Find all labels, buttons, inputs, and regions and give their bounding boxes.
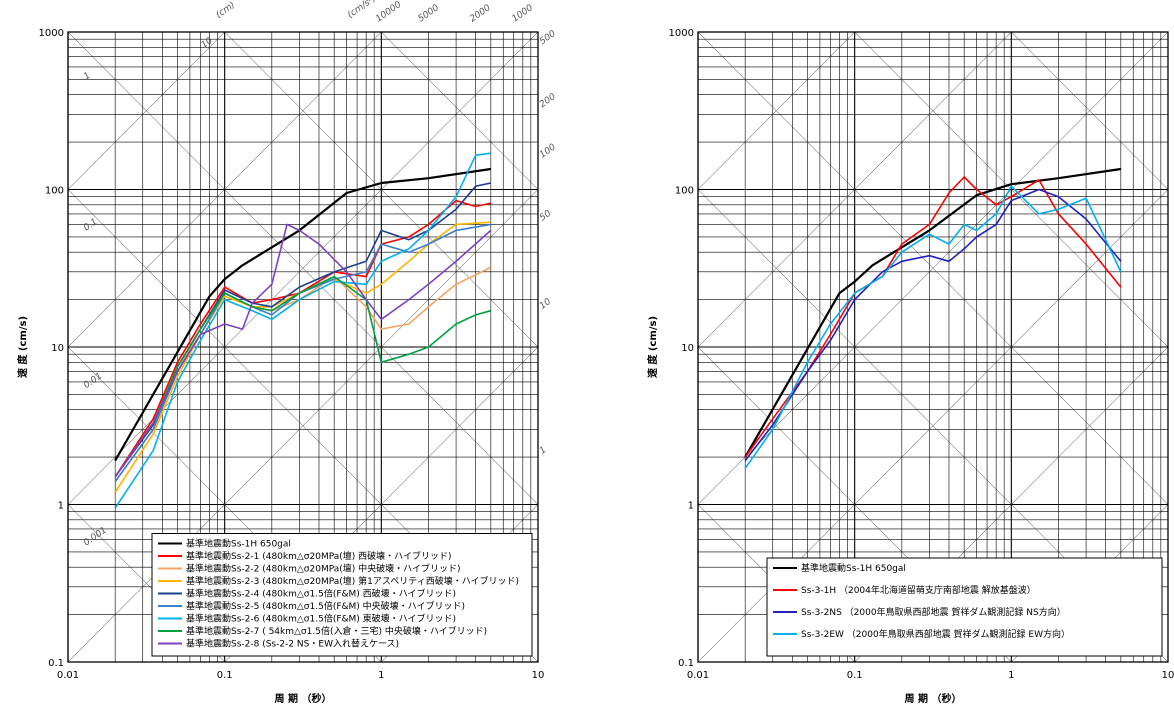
legend-label: 基準地震動Ss-2-8 (Ss-2-2 NS・EW入れ替えケース) [186, 638, 399, 650]
accel-diagonal [854, 31, 1169, 348]
x-axis-title: 周 期 （秒） [275, 692, 332, 705]
plot-frame [697, 31, 1169, 663]
legend-label: 基準地震動Ss-1H 650gal [186, 538, 291, 550]
series-line [744, 185, 1122, 469]
x-tick-label: 10 [1162, 670, 1174, 681]
series-line [744, 188, 1122, 462]
series-group [744, 167, 1122, 469]
accel-diagonal [381, 31, 539, 190]
y-tick-label: 100 [45, 186, 64, 197]
y-tick-label: 1000 [669, 28, 694, 39]
right-scale-label: 10 [538, 297, 553, 312]
x-tick-label: 0.01 [687, 670, 709, 681]
legend-label: 基準地震動Ss-2-6 (480km△σ1.5倍(F&M) 東破壊・ハイブリッド… [186, 613, 456, 625]
y-tick-label: 10 [681, 343, 694, 354]
right-scale-label: 1 [538, 445, 548, 456]
series-line [114, 275, 492, 478]
legend-label: 基準地震動Ss-1H 650gal [801, 562, 906, 574]
x-tick-label: 1 [378, 670, 384, 681]
top-scale-label: (cm) [214, 0, 237, 20]
legend-label: 基準地震動Ss-2-4 (480km△σ1.5倍(F&M) 西破壊・ハイブリッド… [186, 588, 456, 600]
disp-scale-label: 0.1 [82, 217, 99, 233]
top-scale-label: 2000 [468, 3, 493, 24]
legend-label: 基準地震動Ss-2-7 ( 54km△σ1.5倍(入倉・三宅) 中央破壊・ハイブ… [186, 625, 487, 637]
legend-label: 基準地震動Ss-2-3 (480km△σ20MPa(壇) 第1アスペリティ西破壊… [186, 575, 519, 587]
top-scale-label: (cm/s²) [346, 0, 378, 20]
disp-diagonal [697, 31, 1012, 348]
series-group [114, 152, 492, 509]
accel-diagonal [1011, 31, 1169, 190]
series-line [114, 223, 492, 478]
right-scale-label: 50 [538, 209, 553, 224]
legend-label: Ss-3-2NS （2000年鳥取県西部地震 賀祥ダム観測記録 NS方向） [801, 606, 1066, 618]
y-tick-label: 1 [688, 501, 694, 512]
top-scale-label: 10000 [374, 0, 403, 24]
legend-box [766, 557, 1163, 657]
y-tick-label: 0.1 [678, 658, 694, 669]
x-tick-label: 1 [1008, 670, 1014, 681]
legend-label: 基準地震動Ss-2-5 (480km△σ1.5倍(F&M) 中央破壊・ハイブリッ… [186, 600, 465, 612]
y-axis-title: 速 度 (cm/s) [646, 316, 659, 378]
series-line [114, 221, 491, 493]
accel-diagonal [224, 31, 539, 348]
top-scale-label: 5000 [416, 3, 441, 24]
legend: 基準地震動Ss-1H 650gal Ss-3-1H （2004年北海道留萌支庁南部… [766, 557, 1163, 657]
disp-diagonal [67, 31, 225, 190]
y-axis-title: 速 度 (cm/s) [16, 316, 29, 378]
x-axis-title: 周 期 （秒） [905, 692, 962, 705]
disp-scale-label: 1 [82, 71, 92, 82]
right-scale-label: 500 [538, 29, 558, 47]
series-line [744, 176, 1122, 458]
right-scale-label: 100 [538, 142, 558, 160]
disp-diagonal [697, 31, 855, 190]
series-line [114, 223, 491, 482]
x-tick-label: 0.1 [217, 670, 233, 681]
legend-label: Ss-3-2EW （2000年鳥取県西部地震 賀祥ダム観測記録 EW方向） [801, 628, 1070, 640]
right-scale-label: 200 [538, 92, 558, 110]
y-tick-label: 0.1 [48, 658, 64, 669]
disp-diagonal [67, 31, 382, 348]
y-tick-label: 1 [58, 501, 64, 512]
x-tick-label: 10 [532, 670, 545, 681]
x-tick-label: 0.1 [847, 670, 863, 681]
y-tick-label: 100 [675, 186, 694, 197]
legend-label: 基準地震動Ss-2-1 (480km△σ20MPa(壇) 西破壊・ハイブリッド) [186, 550, 451, 562]
y-tick-label: 10 [51, 343, 64, 354]
disp-scale-label: 0.01 [82, 371, 104, 391]
y-tick-label: 1000 [39, 28, 64, 39]
disp-scale-label: 10 [200, 36, 215, 51]
x-tick-label: 0.01 [57, 670, 79, 681]
top-scale-label: 1000 [510, 3, 535, 24]
plot-frame [67, 31, 539, 663]
legend-box [151, 533, 533, 657]
legend-label: 基準地震動Ss-2-2 (480km△σ20MPa(壇) 中央破壊・ハイブリッド… [186, 563, 460, 575]
series-line [114, 167, 491, 462]
legend-label: Ss-3-1H （2004年北海道留萌支庁南部地震 解放基盤波） [801, 584, 1036, 596]
series-line [744, 167, 1121, 458]
series-line [114, 152, 491, 509]
